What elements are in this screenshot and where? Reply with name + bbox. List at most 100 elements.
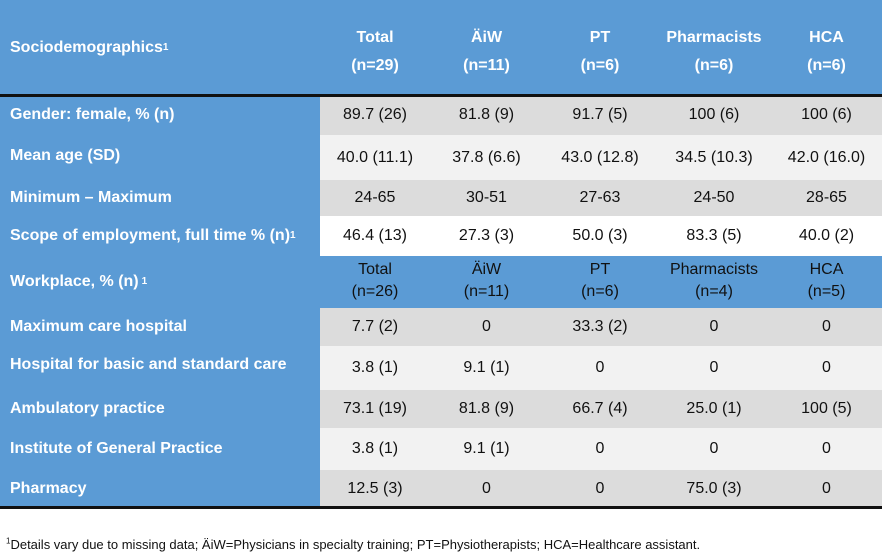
- table-header-row: Sociodemographics 1 Total (n=29) ÄiW (n=1…: [0, 0, 882, 95]
- cell-hca: 42.0 (16.0): [771, 135, 882, 180]
- cell-pt: 33.3 (2): [543, 308, 657, 346]
- table-row: Gender: female, % (n) 89.7 (26) 81.8 (9)…: [0, 95, 882, 135]
- cell-total: 7.7 (2): [320, 308, 430, 346]
- header-col-n: (n=6): [807, 57, 846, 74]
- cell-hca: 0: [771, 308, 882, 346]
- header-col-total: Total (n=29): [320, 0, 430, 95]
- header-col-name: Pharmacists: [666, 29, 762, 46]
- cell-hca: 0: [771, 428, 882, 470]
- cell-aiw: 0: [430, 308, 543, 346]
- cell-pharmacists: 83.3 (5): [657, 216, 771, 256]
- cell-hca: 0: [771, 346, 882, 390]
- table-row: Institute of General Practice 3.8 (1) 9.…: [0, 428, 882, 470]
- row-label-text: Scope of employment, full time % (n): [10, 227, 291, 244]
- cell-hca: 40.0 (2): [771, 216, 882, 256]
- workplace-col-hca: HCA (n=5): [771, 256, 882, 308]
- row-label: Pharmacy: [0, 470, 320, 508]
- workplace-col-name: ÄiW: [471, 261, 502, 278]
- cell-hca: 28-65: [771, 180, 882, 216]
- row-label: Ambulatory practice: [0, 390, 320, 428]
- cell-pharmacists: 0: [657, 346, 771, 390]
- table-row: Scope of employment, full time % (n) 1 46…: [0, 216, 882, 256]
- sociodemographics-table: Sociodemographics 1 Total (n=29) ÄiW (n=1…: [0, 0, 882, 508]
- workplace-col-name: PT: [589, 261, 611, 278]
- header-col-name: HCA: [809, 29, 844, 46]
- cell-total: 24-65: [320, 180, 430, 216]
- row-label: Maximum care hospital: [0, 308, 320, 346]
- table-row: Mean age (SD) 40.0 (11.1) 37.8 (6.6) 43.…: [0, 135, 882, 180]
- cell-pt: 50.0 (3): [543, 216, 657, 256]
- cell-total: 40.0 (11.1): [320, 135, 430, 180]
- header-label: Sociodemographics 1: [0, 0, 320, 95]
- cell-aiw: 81.8 (9): [430, 390, 543, 428]
- cell-pharmacists: 34.5 (10.3): [657, 135, 771, 180]
- workplace-col-name: Pharmacists: [669, 261, 759, 278]
- cell-pharmacists: 75.0 (3): [657, 470, 771, 508]
- header-col-aiw: ÄiW (n=11): [430, 0, 543, 95]
- workplace-header-label-text: Workplace, % (n): [10, 273, 139, 290]
- cell-hca: 100 (5): [771, 390, 882, 428]
- header-col-pt: PT (n=6): [543, 0, 657, 95]
- cell-total: 73.1 (19): [320, 390, 430, 428]
- cell-total: 12.5 (3): [320, 470, 430, 508]
- row-label: Scope of employment, full time % (n) 1: [0, 216, 320, 256]
- cell-hca: 100 (6): [771, 95, 882, 135]
- cell-hca: 0: [771, 470, 882, 508]
- header-col-name: PT: [589, 29, 611, 46]
- row-label: Institute of General Practice: [0, 428, 320, 470]
- workplace-col-n: (n=5): [807, 283, 846, 300]
- workplace-col-total: Total (n=26): [320, 256, 430, 308]
- footnote-text: Details vary due to missing data; ÄiW=Ph…: [10, 537, 701, 552]
- cell-aiw: 81.8 (9): [430, 95, 543, 135]
- header-col-n: (n=6): [694, 57, 734, 74]
- table-row: Minimum – Maximum 24-65 30-51 27-63 24-5…: [0, 180, 882, 216]
- workplace-header-row: Workplace, % (n) 1 Total (n=26) ÄiW (n=11…: [0, 256, 882, 308]
- table-row: Pharmacy 12.5 (3) 0 0 75.0 (3) 0: [0, 470, 882, 508]
- cell-total: 46.4 (13): [320, 216, 430, 256]
- workplace-col-n: (n=11): [463, 283, 510, 300]
- cell-aiw: 9.1 (1): [430, 346, 543, 390]
- table-row: Maximum care hospital 7.7 (2) 0 33.3 (2)…: [0, 308, 882, 346]
- footnote-sup: 1: [6, 536, 11, 546]
- cell-aiw: 0: [430, 470, 543, 508]
- workplace-header-label: Workplace, % (n) 1: [0, 256, 320, 308]
- cell-aiw: 30-51: [430, 180, 543, 216]
- cell-pt: 0: [543, 346, 657, 390]
- cell-total: 89.7 (26): [320, 95, 430, 135]
- header-col-name: ÄiW: [470, 29, 503, 46]
- workplace-col-pharmacists: Pharmacists (n=4): [657, 256, 771, 308]
- row-label: Mean age (SD): [0, 135, 320, 180]
- workplace-col-n: (n=4): [695, 283, 733, 300]
- cell-pharmacists: 0: [657, 428, 771, 470]
- cell-pt: 0: [543, 470, 657, 508]
- table-row: Hospital for basic and standard care 3.8…: [0, 346, 882, 390]
- cell-pharmacists: 25.0 (1): [657, 390, 771, 428]
- cell-aiw: 27.3 (3): [430, 216, 543, 256]
- footnote: 1Details vary due to missing data; ÄiW=P…: [6, 537, 700, 552]
- workplace-col-name: HCA: [809, 261, 844, 278]
- workplace-col-n: (n=26): [351, 283, 399, 300]
- header-label-text: Sociodemographics: [10, 38, 163, 56]
- workplace-col-n: (n=6): [581, 283, 619, 300]
- row-label: Minimum – Maximum: [0, 180, 320, 216]
- cell-pt: 43.0 (12.8): [543, 135, 657, 180]
- workplace-col-name: Total: [358, 261, 392, 278]
- header-col-n: (n=29): [351, 57, 399, 74]
- header-col-n: (n=6): [580, 57, 620, 74]
- cell-total: 3.8 (1): [320, 428, 430, 470]
- cell-pt: 27-63: [543, 180, 657, 216]
- cell-pharmacists: 0: [657, 308, 771, 346]
- cell-pharmacists: 24-50: [657, 180, 771, 216]
- header-col-pharmacists: Pharmacists (n=6): [657, 0, 771, 95]
- cell-aiw: 37.8 (6.6): [430, 135, 543, 180]
- table-row: Ambulatory practice 73.1 (19) 81.8 (9) 6…: [0, 390, 882, 428]
- header-col-n: (n=11): [463, 57, 510, 74]
- top-rule: [0, 94, 882, 97]
- workplace-col-pt: PT (n=6): [543, 256, 657, 308]
- header-col-hca: HCA (n=6): [771, 0, 882, 95]
- row-label: Hospital for basic and standard care: [0, 346, 320, 390]
- bottom-rule: [0, 506, 882, 509]
- cell-pt: 66.7 (4): [543, 390, 657, 428]
- cell-aiw: 9.1 (1): [430, 428, 543, 470]
- cell-pt: 91.7 (5): [543, 95, 657, 135]
